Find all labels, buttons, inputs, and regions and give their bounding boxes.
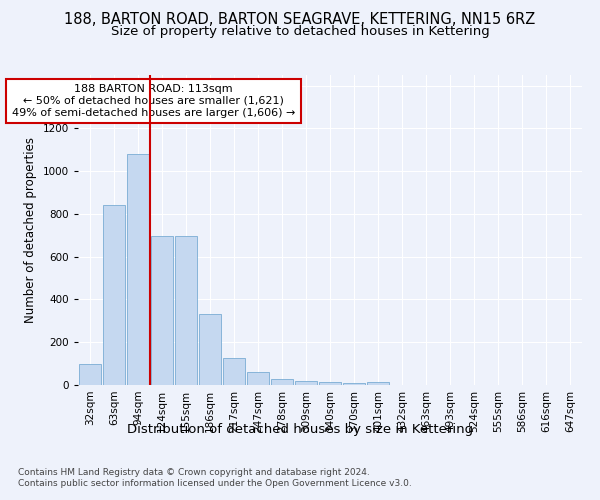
Bar	[79, 364, 101, 385]
Text: Contains HM Land Registry data © Crown copyright and database right 2024.
Contai: Contains HM Land Registry data © Crown c…	[18, 468, 412, 487]
Text: Distribution of detached houses by size in Kettering: Distribution of detached houses by size …	[127, 422, 473, 436]
Text: 188 BARTON ROAD: 113sqm
← 50% of detached houses are smaller (1,621)
49% of semi: 188 BARTON ROAD: 113sqm ← 50% of detache…	[12, 84, 295, 117]
Y-axis label: Number of detached properties: Number of detached properties	[24, 137, 37, 323]
Bar	[295, 380, 317, 385]
Bar	[319, 382, 341, 385]
Bar	[127, 154, 149, 385]
Bar	[199, 314, 221, 385]
Bar	[223, 358, 245, 385]
Bar	[271, 378, 293, 385]
Bar	[103, 206, 125, 385]
Text: 188, BARTON ROAD, BARTON SEAGRAVE, KETTERING, NN15 6RZ: 188, BARTON ROAD, BARTON SEAGRAVE, KETTE…	[64, 12, 536, 28]
Bar	[175, 236, 197, 385]
Bar	[367, 382, 389, 385]
Bar	[247, 372, 269, 385]
Text: Size of property relative to detached houses in Kettering: Size of property relative to detached ho…	[110, 25, 490, 38]
Bar	[343, 383, 365, 385]
Bar	[151, 236, 173, 385]
